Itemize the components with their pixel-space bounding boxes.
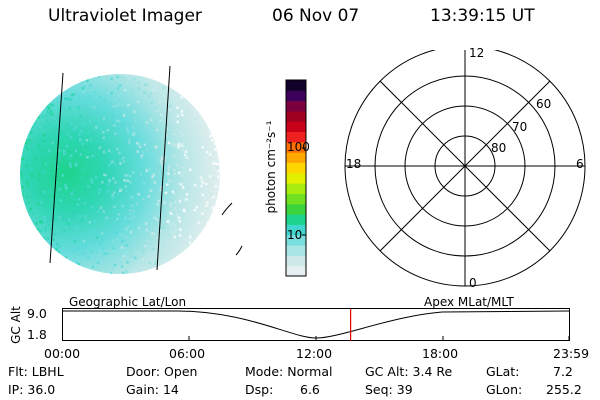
dsp-label: Dsp:: [245, 382, 274, 397]
apex-label: Apex MLat/MLT: [424, 295, 514, 309]
colorbar-tick-100: 100: [287, 140, 310, 154]
colorbar-stripe: [286, 183, 306, 194]
diagonal-line: [379, 80, 551, 252]
door-info: Door: Open: [126, 364, 198, 379]
mlt-label-12: 12: [469, 46, 485, 60]
timeline-ytick: 1.8: [27, 327, 47, 342]
colorbar-stripe: [286, 131, 306, 143]
gc-alt-info: GC Alt: 3.4 Re: [365, 364, 453, 379]
timeline-xtick: 23:59: [553, 346, 590, 361]
colorbar-stripe: [286, 121, 306, 133]
colorbar-stripe: [286, 193, 306, 205]
observation-date: 06 Nov 07: [272, 6, 360, 26]
colorbar-stripe: [286, 100, 306, 112]
polar-mlt-plot: [344, 50, 586, 287]
colorbar-stripe: [286, 203, 306, 215]
colorbar-stripe: [286, 234, 306, 246]
colorbar-stripe: [286, 110, 306, 122]
colorbar-stripe: [286, 214, 306, 225]
longitude-line: [49, 72, 64, 264]
timeline-xtick: 06:00: [169, 346, 206, 361]
colorbar-stripe: [286, 90, 306, 102]
mlt-label-0: 0: [469, 276, 477, 290]
mlat-label-60: 60: [536, 97, 552, 111]
timeline-ticks: [62, 336, 570, 341]
timeline-xtick: 00:00: [44, 346, 81, 361]
longitude-line: [156, 65, 171, 271]
glon-value: 255.2: [546, 382, 582, 397]
timeline-ytick: 9.0: [27, 306, 47, 321]
colorbar-label: photon cm⁻²s⁻¹: [264, 120, 278, 214]
colorbar-stripe: [286, 152, 306, 164]
instrument-title: Ultraviolet Imager: [48, 6, 202, 26]
colorbar-stripe: [286, 224, 306, 236]
timeline-xtick: 18:00: [422, 346, 459, 361]
geographic-label: Geographic Lat/Lon: [69, 295, 187, 309]
observation-time: 13:39:15 UT: [430, 6, 535, 26]
uv-earth-image: [20, 65, 243, 274]
glat-value: 7.2: [553, 364, 573, 379]
colorbar-tick-10: 10: [287, 228, 303, 242]
terminator-mark: [235, 245, 243, 256]
mlat-label-70: 70: [512, 120, 528, 134]
colorbar-stripe: [286, 162, 306, 174]
mlat-label-80: 80: [491, 141, 507, 155]
timeline-ylabel: GC Alt: [9, 306, 23, 344]
terminator-mark: [221, 202, 233, 216]
mode-info: Mode: Normal: [245, 364, 333, 379]
seq-info: Seq: 39: [365, 382, 413, 397]
glon-label: GLon:: [486, 382, 523, 397]
altitude-curve: [62, 310, 570, 339]
colorbar-stripe: [286, 172, 306, 184]
mlt-label-18: 18: [346, 157, 362, 171]
altitude-timeline: [62, 308, 570, 341]
color-scale-bar: [285, 79, 307, 277]
colorbar-stripe: [286, 265, 306, 277]
colorbar-stripe: [286, 245, 306, 256]
colorbar-stripe: [286, 80, 306, 91]
dsp-value: 6.6: [300, 382, 320, 397]
colorbar-stripe: [286, 141, 306, 153]
flt-info: Flt: LBHL: [8, 364, 64, 379]
mlt-label-6: 6: [576, 157, 584, 171]
gain-info: Gain: 14: [126, 382, 179, 397]
ip-info: IP: 36.0: [8, 382, 56, 397]
glat-label: GLat:: [486, 364, 520, 379]
colorbar-stripe: [286, 255, 306, 267]
timeline-xtick: 12:00: [296, 346, 333, 361]
